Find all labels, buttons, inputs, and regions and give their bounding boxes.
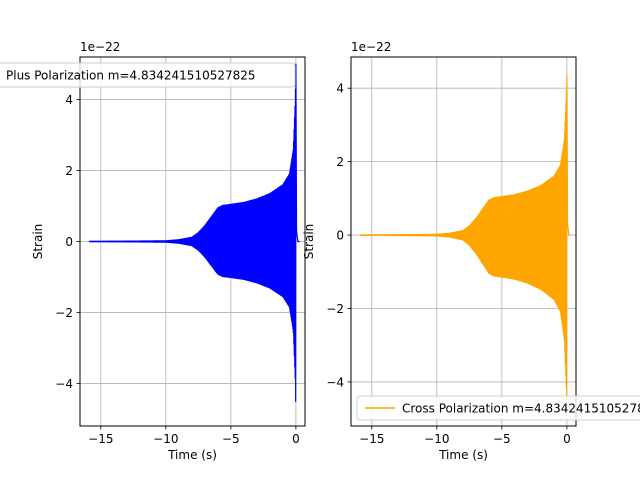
cross-axes-frame xyxy=(350,56,577,427)
cross-waveform xyxy=(359,74,571,403)
plus-x-axis-label: Time (s) xyxy=(167,448,217,462)
cross-y-tick-label: −4 xyxy=(326,375,344,389)
cross-x-axis-label: Time (s) xyxy=(438,448,488,462)
cross-legend-box xyxy=(356,395,640,421)
plus-y-offset-label: 1e−22 xyxy=(80,40,120,54)
cross-y-tick-label: 0 xyxy=(336,229,344,243)
plus-x-tick-label: 0 xyxy=(292,432,300,446)
plus-legend-label: Plus Polarization m=4.834241510527825 xyxy=(6,69,256,83)
cross-y-axis-label: Strain xyxy=(302,224,316,260)
cross-y-tick-label: 2 xyxy=(336,155,344,169)
cross-x-tick-label: −5 xyxy=(493,432,511,446)
plus-x-tick-label: −5 xyxy=(222,432,240,446)
cross-y-offset-label: 1e−22 xyxy=(351,40,391,54)
cross-ticks: −15 −10 −5 0 −4 −2 0 2 4 xyxy=(326,82,570,446)
plus-y-tick-label: −4 xyxy=(55,377,73,391)
plus-y-axis-label: Strain xyxy=(31,224,45,260)
plus-y-tick-label: 4 xyxy=(65,93,73,107)
cross-y-tick-label: 4 xyxy=(336,82,344,96)
cross-y-tick-label: −2 xyxy=(326,302,344,316)
plus-y-tick-label: 2 xyxy=(65,164,73,178)
plus-legend: Plus Polarization m=4.834241510527825 xyxy=(0,62,296,88)
cross-x-tick-label: −10 xyxy=(424,432,449,446)
plus-y-tick-label: 0 xyxy=(65,235,73,249)
cross-x-tick-label: 0 xyxy=(563,432,571,446)
cross-x-tick-label: −15 xyxy=(359,432,384,446)
cross-legend-label: Cross Polarization m=4.834241510527825 xyxy=(402,402,640,416)
plus-y-tick-label: −2 xyxy=(55,306,73,320)
cross-polarization-plot: −15 −10 −5 0 −4 −2 0 2 4 1e−22 Time (s) Strain C… xyxy=(302,40,640,462)
plus-x-tick-label: −10 xyxy=(153,432,178,446)
plus-ticks: −15 −10 −5 0 −4 −2 0 2 4 xyxy=(55,93,299,446)
cross-legend: Cross Polarization m=4.834241510527825 xyxy=(356,395,640,421)
plus-x-tick-label: −15 xyxy=(88,432,113,446)
plus-polarization-plot: −15 −10 −5 0 −4 −2 0 2 4 1e−22 Time (s) Strain P… xyxy=(0,40,306,462)
plus-legend-box xyxy=(0,62,296,88)
plus-waveform xyxy=(88,63,300,403)
